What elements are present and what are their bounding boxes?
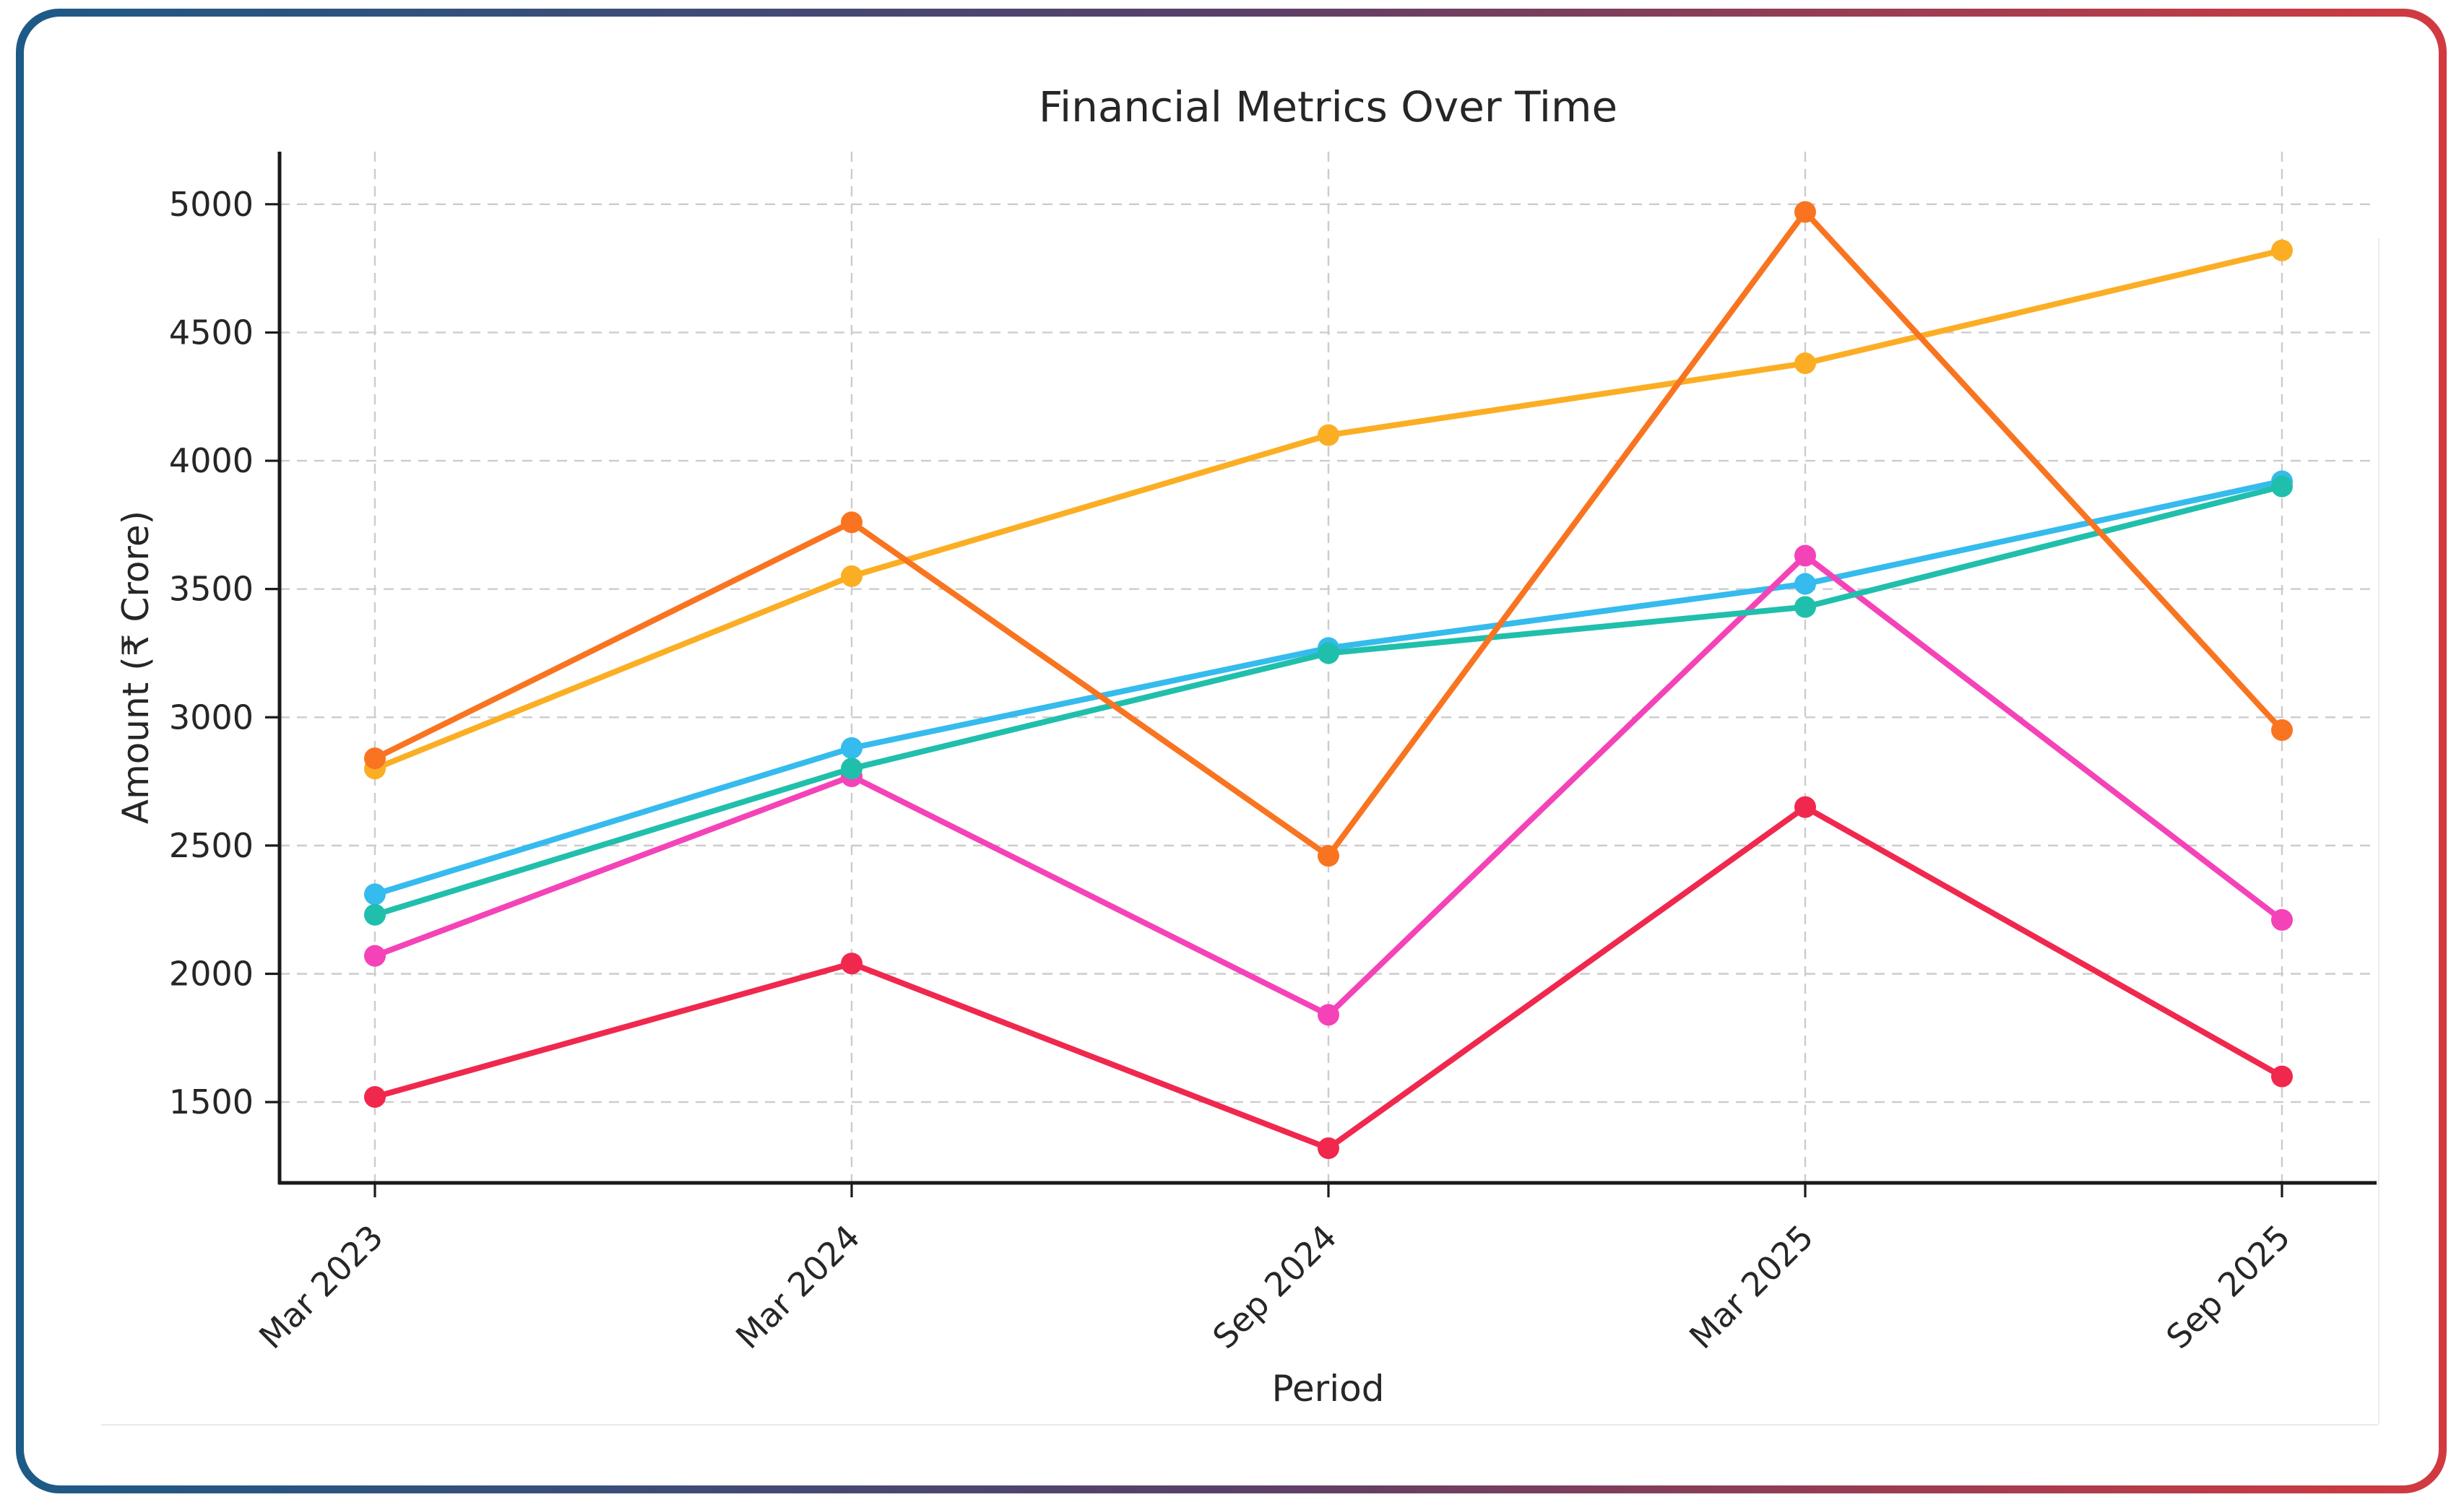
orange-series-marker <box>841 511 863 534</box>
y-tick-label: 2000 <box>169 954 254 993</box>
grid-layer <box>280 152 2377 1183</box>
amber-series-marker <box>841 565 863 587</box>
x-tick-label: Sep 2024 <box>1205 1218 1344 1357</box>
series-layer <box>364 201 2293 1160</box>
orange-series-marker <box>1794 201 1816 223</box>
tick-label-layer: 1500 2000 2500 3000 3500 4000 4500 5000 Mar 2023… <box>169 185 2298 1356</box>
y-tick-label: 3500 <box>169 570 254 609</box>
x-tick-label: Mar 2024 <box>728 1218 868 1357</box>
y-tick-label: 5000 <box>169 185 254 224</box>
orange-series-marker <box>1318 845 1339 867</box>
x-tick-label: Sep 2025 <box>2158 1218 2298 1357</box>
x-axis-label: Period <box>1272 1368 1385 1410</box>
orange-series-marker <box>2271 719 2293 742</box>
sky-blue-series-marker <box>1794 573 1816 595</box>
crimson-series-marker <box>1318 1137 1339 1160</box>
x-tick-label: Mar 2023 <box>251 1218 391 1357</box>
chart-title: Financial Metrics Over Time <box>1039 82 1617 131</box>
amber-series-marker <box>2271 239 2293 261</box>
crimson-series-marker <box>2271 1065 2293 1088</box>
crimson-series-marker <box>841 953 863 975</box>
amber-series-marker <box>1794 352 1816 375</box>
magenta-series-marker <box>1794 544 1816 567</box>
teal-series-marker <box>1318 642 1339 664</box>
teal-series-marker <box>364 903 386 926</box>
y-axis-label: Amount (₹ Crore) <box>115 511 157 824</box>
axes-layer <box>265 152 2377 1197</box>
y-tick-label: 4500 <box>169 313 254 352</box>
y-tick-label: 3000 <box>169 698 254 737</box>
x-tick-label: Mar 2025 <box>1682 1218 1821 1357</box>
sky-blue-series-marker <box>841 737 863 759</box>
magenta-series-marker <box>2271 908 2293 931</box>
chart-card <box>16 9 2447 1493</box>
magenta-series-marker <box>364 945 386 967</box>
magenta-series-marker <box>1318 1004 1339 1026</box>
crimson-series-marker <box>364 1086 386 1108</box>
orange-series-marker <box>364 747 386 770</box>
chart-card-inner <box>24 17 2439 1485</box>
teal-series-marker <box>841 758 863 780</box>
sky-blue-series-marker <box>364 883 386 906</box>
y-tick-label: 2500 <box>169 826 254 865</box>
amber-series-marker <box>1318 424 1339 446</box>
crimson-series-marker <box>1794 796 1816 818</box>
teal-series-marker <box>2271 475 2293 498</box>
teal-series-marker <box>1794 596 1816 618</box>
y-tick-label: 1500 <box>169 1082 254 1121</box>
y-tick-label: 4000 <box>169 441 254 480</box>
